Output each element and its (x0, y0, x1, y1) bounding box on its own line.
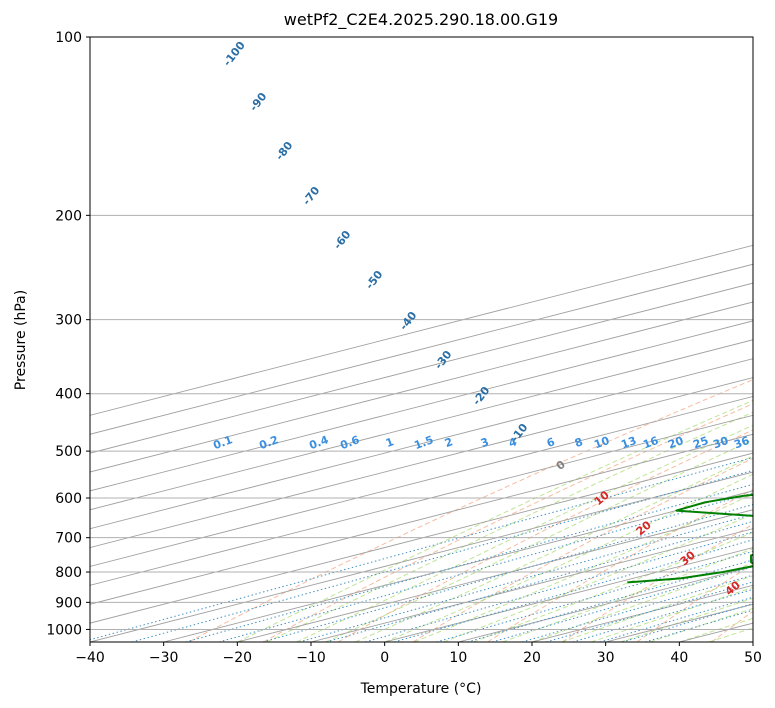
mixing-ratio-label: 20 (666, 434, 685, 452)
plot-area (90, 37, 753, 642)
plot-frame (89, 36, 754, 643)
y-tick-label: 800 (55, 565, 82, 581)
isotherm-line (90, 433, 753, 605)
moist-adiabat (355, 455, 753, 642)
moist-adiabat (237, 399, 753, 642)
isotherm-line (90, 320, 753, 492)
x-tick-label: 10 (449, 650, 467, 666)
isotherm-line (90, 282, 753, 454)
x-tick-label: −10 (296, 650, 326, 666)
x-axis-label: Temperature (°C) (360, 681, 482, 697)
dry-adiabat (562, 523, 753, 642)
isotherm-line (90, 414, 753, 586)
moist-adiabat (296, 424, 753, 642)
y-tick-label: 200 (55, 208, 82, 224)
moist-adiabat (413, 493, 753, 642)
dry-adiabat (263, 403, 753, 642)
mixing-ratio-line (262, 504, 753, 642)
mixing-ratio-line (622, 603, 753, 642)
mixing-ratio-label: 4 (507, 435, 519, 450)
x-tick-label: 40 (670, 650, 688, 666)
mixing-ratio-label: 13 (619, 434, 638, 451)
isotherm-line (90, 395, 753, 567)
x-tick-label: −20 (223, 650, 253, 666)
y-axis-label: Pressure (hPa) (13, 290, 29, 390)
isotherm-line (90, 377, 753, 549)
mixing-ratio-label: 25 (691, 434, 710, 451)
mixing-ratio-label: 30 (711, 434, 730, 452)
moist-adiabat (325, 439, 753, 642)
mixing-ratio-line (185, 483, 753, 642)
y-tick-label: 900 (55, 595, 82, 611)
mixing-ratio-label: 3 (479, 435, 491, 450)
y-tick-label: 1000 (46, 622, 82, 638)
moist-adiabat (561, 575, 753, 642)
isotherm-line (90, 244, 753, 416)
y-tick-label: 600 (55, 491, 82, 507)
mixing-ratio-label: 36 (732, 434, 751, 452)
isotherm-line (163, 490, 753, 642)
mixing-ratio-line (90, 456, 753, 641)
mixing-ratio-line (325, 520, 753, 642)
mixing-ratio-label: 0.6 (338, 433, 361, 452)
mixing-ratio-line (365, 531, 753, 642)
mixing-ratio-label: 6 (545, 435, 557, 450)
mixing-ratio-label: 16 (641, 434, 660, 452)
guide-lines (90, 244, 753, 642)
isotherm-line (237, 509, 753, 642)
x-tick-label: −30 (149, 650, 179, 666)
x-tick-label: 50 (744, 650, 762, 666)
y-tick-label: 700 (55, 531, 82, 547)
isotherm-line (90, 452, 753, 624)
mixing-ratio-line (299, 513, 753, 642)
isotherm-line (90, 471, 753, 642)
mixing-ratio-line (645, 609, 753, 642)
mixing-ratio-label: 0.4 (307, 433, 330, 452)
mixing-ratio-line (467, 559, 753, 642)
y-tick-label: 100 (55, 30, 82, 46)
dry-adiabat (337, 429, 753, 642)
mixing-ratio-label: 10 (592, 434, 611, 452)
mixing-ratio-label: 0.2 (257, 433, 280, 452)
x-tick-label: 20 (523, 650, 541, 666)
mixing-ratio-label: 0.1 (211, 433, 234, 452)
y-tick-label: 300 (55, 313, 82, 329)
mixing-ratio-label: 1 (384, 435, 396, 450)
isotherm-line (90, 301, 753, 473)
mixing-ratio-line (572, 588, 753, 642)
isotherm-line (90, 263, 753, 435)
mixing-ratio-line (218, 492, 753, 642)
y-tick-label: 400 (55, 387, 82, 403)
mixing-ratio-label: 8 (573, 435, 585, 450)
axes: −40 −30 −20 −10 0 10 20 30 40 5010020030040050060… (46, 30, 762, 666)
x-tick-label: −40 (75, 650, 105, 666)
isotherm-line (310, 528, 753, 642)
dry-adiabat (188, 379, 753, 642)
x-tick-label: 30 (597, 650, 615, 666)
moist-adiabat (266, 411, 753, 642)
mixing-ratio-label: 1.5 (412, 433, 435, 452)
chart-title: wetPf2_C2E4.2025.290.18.00.G19 (284, 10, 558, 30)
moist-adiabat (472, 531, 753, 642)
mixing-ratio-label: 2 (443, 435, 455, 450)
moist-adiabat (590, 586, 753, 642)
x-tick-label: 0 (380, 650, 389, 666)
mixing-ratio-line (599, 596, 753, 642)
y-tick-label: 500 (55, 444, 82, 460)
pressure-grid (90, 37, 753, 630)
